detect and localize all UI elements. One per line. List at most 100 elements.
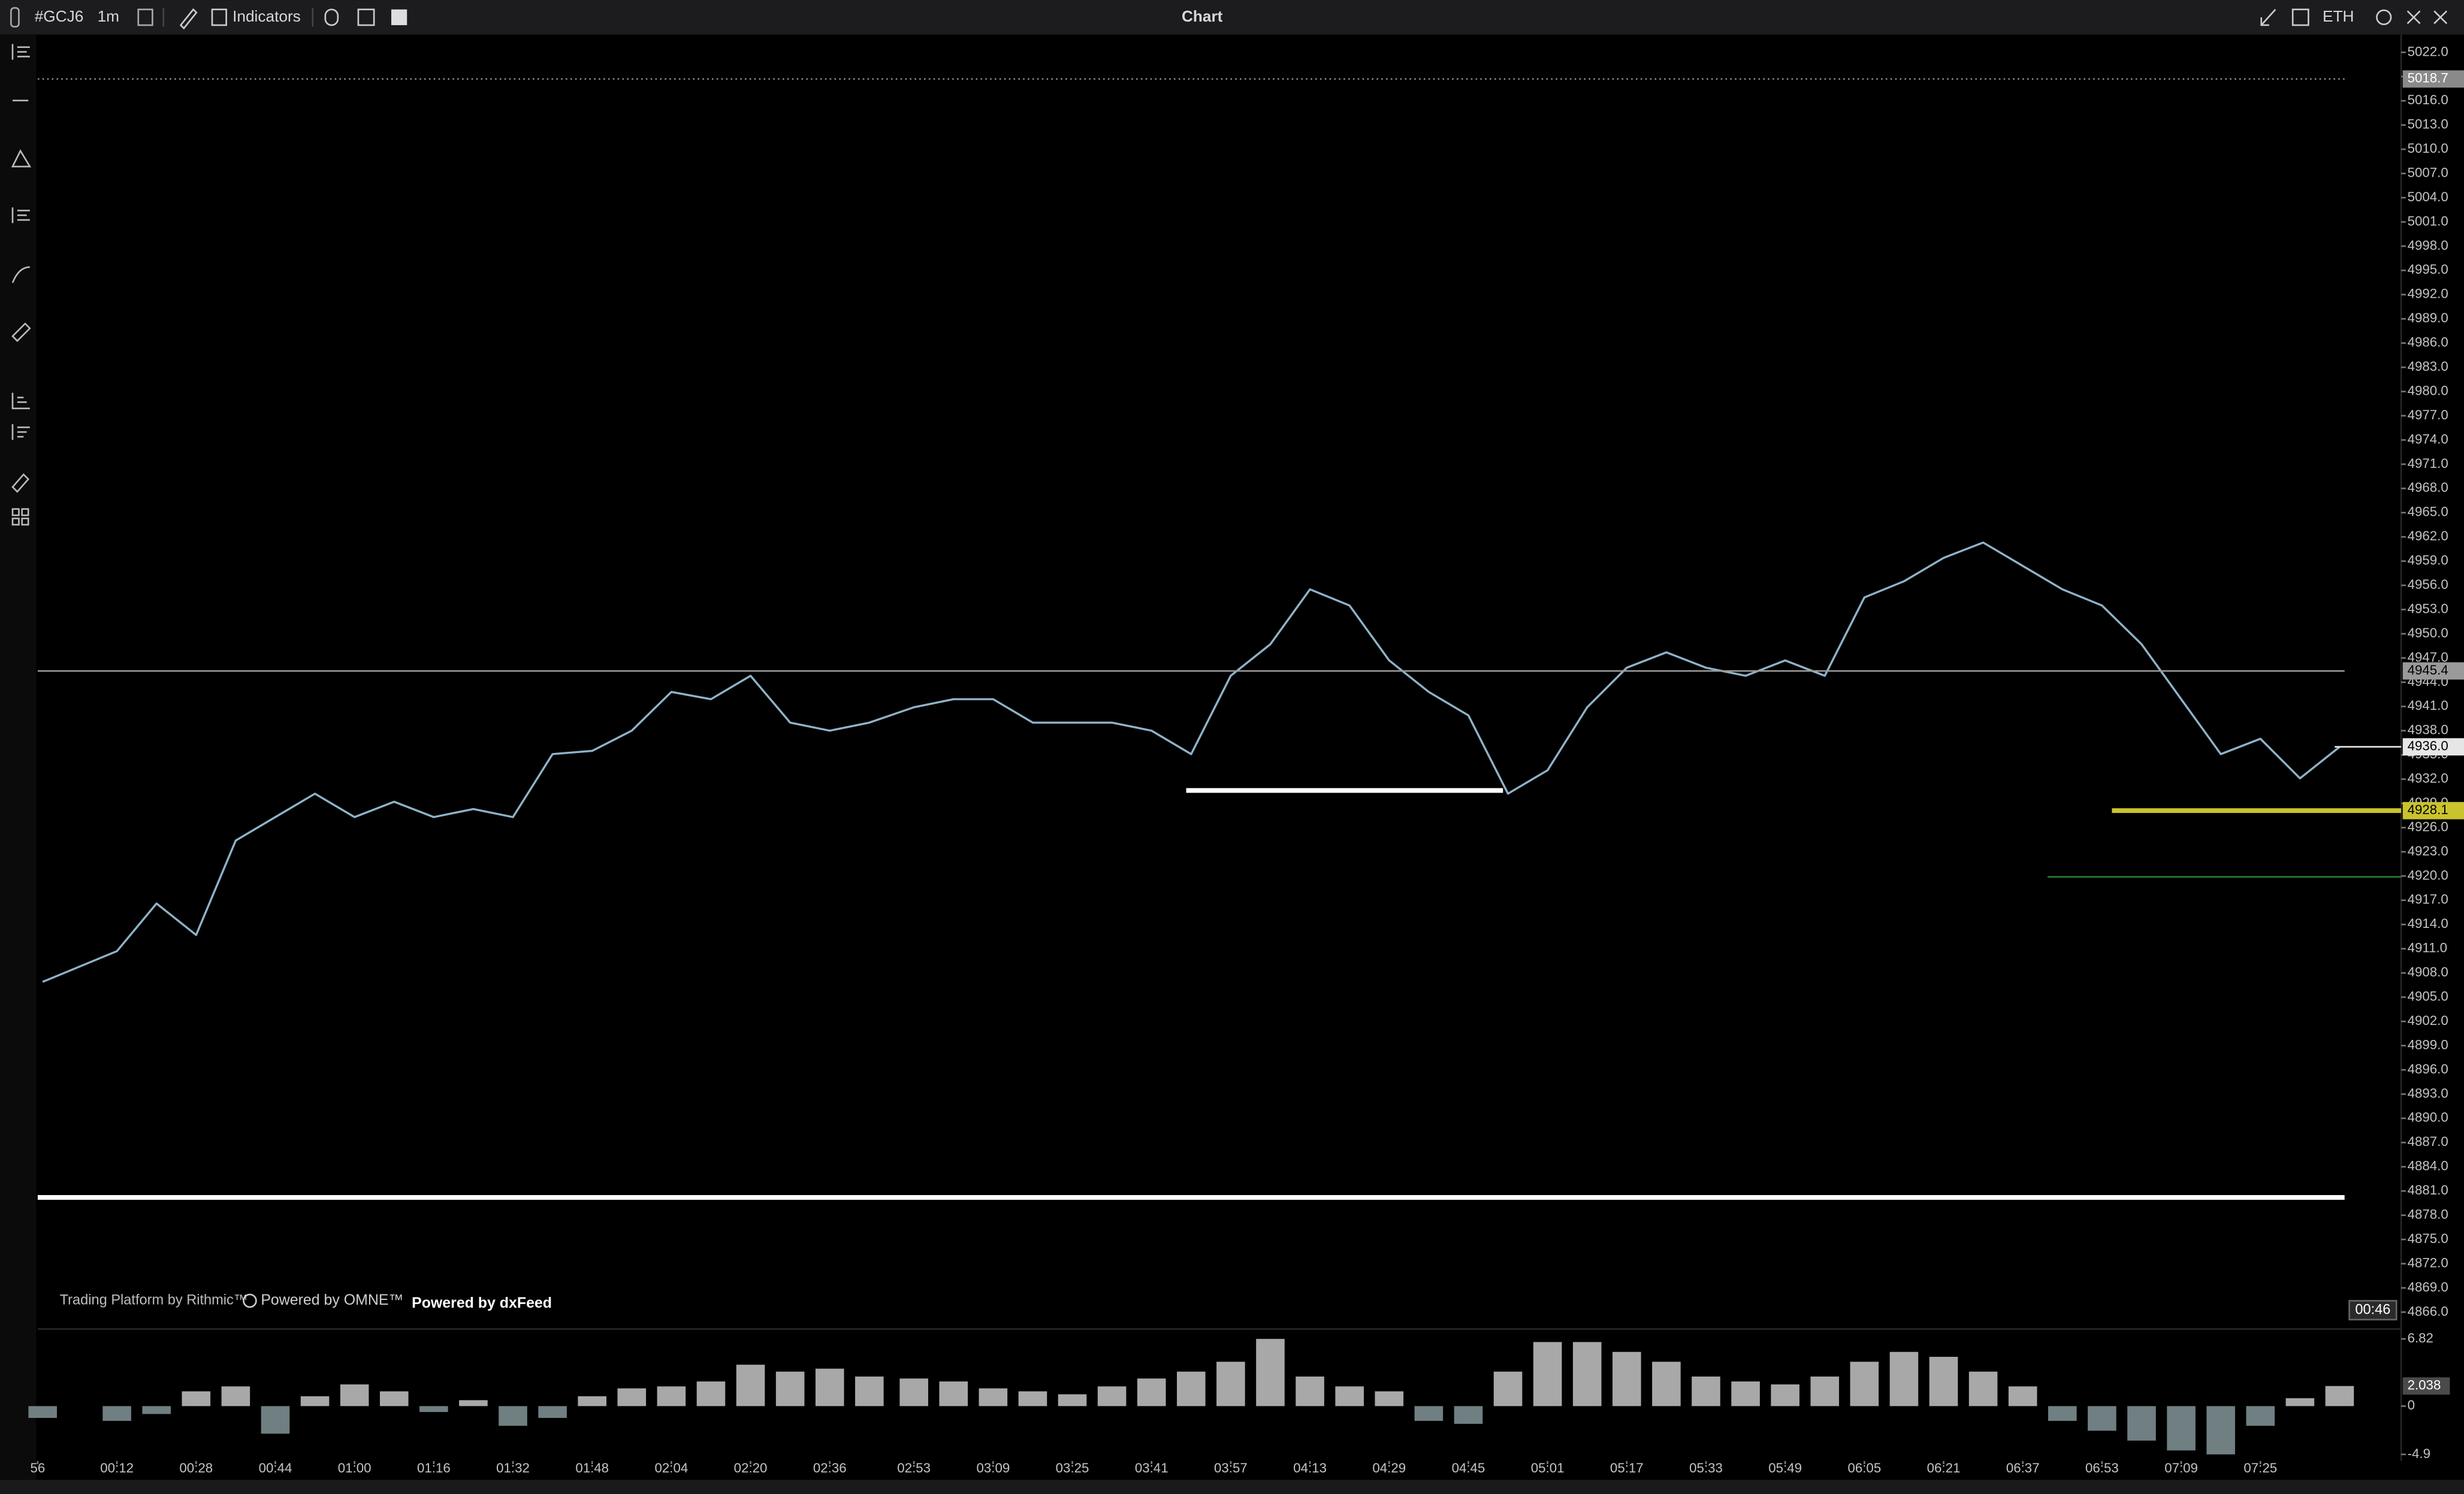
x-tick-label: 05:01 [1531,1460,1565,1475]
tool-short[interactable] [11,424,30,440]
interval[interactable]: 1m [98,7,119,25]
y-tick-label: 4890.0 [2408,1110,2448,1125]
tool-ruler[interactable] [11,322,31,342]
y-tick-label: 4965.0 [2408,504,2448,519]
price-level-label: 4936.0 [2408,739,2448,754]
y-tick-label: 4920.0 [2408,867,2448,882]
panel-button[interactable] [391,9,407,25]
y-tick-label: 4899.0 [2408,1037,2448,1052]
oscillator-bar [2048,1406,2077,1421]
y-tick-label: 4875.0 [2408,1231,2448,1246]
x-tick-label: 06:53 [2085,1460,2119,1475]
y-tick-label: 5004.0 [2408,189,2448,204]
chart-type-button[interactable] [137,8,153,26]
y-tick-label: 4986.0 [2408,335,2448,350]
y-tick-label: 4983.0 [2408,359,2448,374]
oscillator-bar [182,1391,211,1407]
last-value-label: 2.038 [2408,1378,2441,1393]
y-tick-label: 4878.0 [2408,1207,2448,1222]
x-tick-label: 07:09 [2164,1460,2198,1475]
oscillator-bar [1058,1394,1087,1407]
tool-shape[interactable] [11,149,32,168]
tool-icons [11,44,32,526]
oscillator-bar [1533,1342,1562,1407]
x-tick-label: 00:28 [179,1460,213,1475]
oscillator-bar [1731,1381,1760,1407]
osc-y-tick-label: -4.9 [2408,1446,2430,1461]
oscillator-bar [2008,1386,2037,1407]
tool-long[interactable] [11,392,30,410]
y-tick-label: 4908.0 [2408,964,2448,979]
oscillator-bar [1968,1371,1998,1407]
y-tick-label: 4887.0 [2408,1134,2448,1149]
y-tick-label: 4941.0 [2408,698,2448,713]
oscillator-bar [1097,1386,1127,1407]
draw-button[interactable] [179,8,198,30]
timer-box [2348,1300,2397,1321]
x-tick-label: 03:57 [1214,1460,1248,1475]
calendar-button[interactable] [2291,8,2309,26]
tool-brush[interactable] [11,473,29,493]
oscillator-bar [340,1384,369,1407]
x-tick-label: 01:16 [417,1460,451,1475]
settings-button[interactable] [2376,9,2392,25]
y-tick-label: 4881.0 [2408,1183,2448,1197]
link-button[interactable] [2406,10,2421,25]
price-level-tag [2402,70,2464,88]
oscillator-bar [1375,1391,1404,1407]
x-tick-label: 02:04 [654,1460,688,1475]
last-value-tag [2402,1377,2450,1395]
x-tick-label: 07:25 [2243,1460,2277,1475]
oscillator-bar [657,1386,686,1407]
indicators-icon[interactable] [211,8,227,26]
y-tick-label: 4953.0 [2408,601,2448,616]
oscillator-bar [578,1396,606,1407]
y-tick-label: 5001.0 [2408,213,2448,228]
x-tick-label: 06:21 [1927,1460,1961,1475]
x-tick-label: 01:00 [338,1460,372,1475]
tool-templates[interactable] [11,508,29,526]
drawing-tools [0,34,37,1480]
oscillator-bar [1850,1362,1879,1407]
oscillator-bar [1493,1371,1523,1407]
oscillator-bar [28,1406,57,1419]
tool-curve[interactable] [11,266,30,283]
y-tick-label: 4902.0 [2408,1013,2448,1028]
y-tick-label: 4956.0 [2408,577,2448,592]
oscillator-bar [939,1381,968,1407]
oscillator-bar [1018,1391,1047,1407]
oscillator-bar [499,1406,527,1426]
x-tick-label: 03:41 [1135,1460,1168,1475]
tool-fib[interactable] [11,207,30,223]
y-tick-label: 4869.0 [2408,1280,2448,1295]
oscillator-bar [1296,1376,1324,1407]
oscillator-bar [1652,1362,1681,1407]
collapse-button[interactable] [2260,8,2276,26]
x-tick-label: 02:36 [813,1460,847,1475]
oscillator-bar [775,1371,805,1407]
oscillator-bar [2088,1406,2116,1431]
indicators-button[interactable]: Indicators [232,7,301,25]
window-bottom [0,1480,2464,1494]
window-icon[interactable] [10,7,20,28]
y-tick-label: 4989.0 [2408,310,2448,325]
price-level-tag [2402,662,2464,680]
close-button[interactable] [2433,10,2448,25]
session[interactable]: ETH [2323,7,2354,25]
oscillator-bar [419,1406,448,1413]
oscillator-bar [736,1365,765,1407]
layout-button[interactable] [357,8,375,26]
y-tick-label: 4977.0 [2408,407,2448,422]
mouse-button[interactable] [324,8,339,26]
y-tick-label: 4980.0 [2408,383,2448,398]
price-level-label: 4945.4 [2408,663,2448,678]
y-tick-label: 4923.0 [2408,843,2448,858]
symbol[interactable]: #GCJ6 [35,7,84,25]
tool-lines[interactable] [11,44,30,60]
oscillator-bar [1929,1357,1958,1407]
y-tick-label: 4992.0 [2408,286,2448,301]
x-tick-label: 06:05 [1847,1460,1881,1475]
oscillator-bar [1889,1351,1919,1407]
osc-y-tick-label: 6.82 [2408,1330,2433,1345]
oscillator-bar [1613,1351,1641,1407]
